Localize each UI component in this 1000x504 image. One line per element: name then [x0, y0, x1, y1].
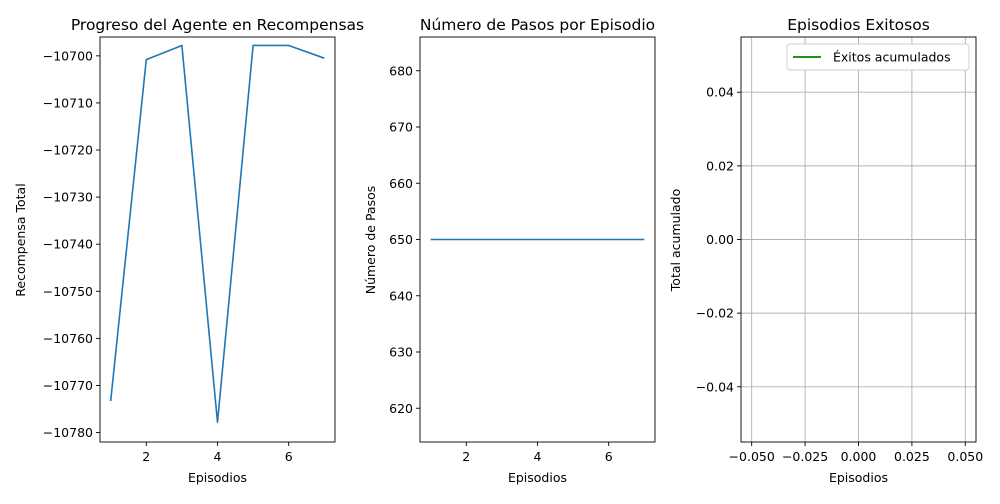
y-tick-label: 0.02: [706, 158, 734, 173]
x-tick-label: 6: [605, 449, 613, 464]
panel-successes-ylabel: Total acumulado: [668, 189, 683, 292]
y-tick-label: 670: [389, 120, 413, 135]
y-tick-label: 640: [389, 288, 413, 303]
y-tick-label: −10740: [43, 237, 93, 252]
legend: Éxitos acumulados: [786, 43, 970, 71]
y-tick-label: −10710: [43, 95, 93, 110]
panel-rewards-ylabel: Recompensa Total: [13, 183, 28, 296]
y-tick-label: 620: [389, 401, 413, 416]
y-tick-label: −10780: [43, 425, 93, 440]
y-tick-label: −10760: [43, 331, 93, 346]
x-tick-label: 2: [142, 449, 150, 464]
y-tick-label: 630: [389, 345, 413, 360]
panel-steps-title: Número de Pasos por Episodio: [420, 16, 655, 34]
legend-label: Éxitos acumulados: [833, 50, 951, 65]
panel-rewards-xlabel: Episodios: [188, 470, 247, 485]
panel-rewards-marks: [109, 44, 325, 424]
x-tick-label: 4: [214, 449, 222, 464]
y-tick-label: −0.02: [696, 306, 734, 321]
panel-steps-yticks: 620 630 640 650 660 670 680: [389, 63, 420, 416]
x-tick-label: 0.000: [841, 449, 877, 464]
panel-successes: −0.050 −0.025 0.000 0.025 0.050 −0.04 −0.02 0.…: [668, 16, 983, 485]
x-tick-label: −0.050: [729, 449, 775, 464]
y-tick-label: 0.00: [706, 232, 734, 247]
y-tick-label: 680: [389, 63, 413, 78]
y-tick-label: 0.04: [706, 85, 734, 100]
y-tick-label: −10720: [43, 143, 93, 158]
panel-successes-xlabel: Episodios: [829, 470, 888, 485]
x-tick-label: 4: [534, 449, 542, 464]
panel-successes-yticks: −0.04 −0.02 0.00 0.02 0.04: [696, 85, 741, 394]
panel-successes-xticks: −0.050 −0.025 0.000 0.025 0.050: [729, 442, 983, 464]
x-tick-label: 0.025: [894, 449, 930, 464]
y-tick-label: 660: [389, 176, 413, 191]
panel-rewards-yticks: −10780 −10770 −10760 −10750 −10740 −10730 −107…: [43, 48, 100, 440]
panel-successes-grid: [741, 37, 976, 442]
panel-steps-ylabel: Número de Pasos: [363, 186, 378, 295]
y-tick-label: −10750: [43, 284, 93, 299]
x-tick-label: −0.025: [782, 449, 828, 464]
x-tick-label: 6: [285, 449, 293, 464]
panel-rewards: 2 4 6 −10780 −10770 −10760 −10750 −10740 −10730…: [13, 16, 364, 485]
y-tick-label: 650: [389, 232, 413, 247]
panel-successes-title: Episodios Exitosos: [787, 16, 930, 34]
legend-box: [786, 43, 970, 71]
panel-steps-xticks: 2 4 6: [462, 442, 613, 464]
series-line: [109, 44, 325, 424]
panel-steps-xlabel: Episodios: [508, 470, 567, 485]
y-tick-label: −10730: [43, 190, 93, 205]
y-tick-label: −10700: [43, 48, 93, 63]
x-tick-label: 0.050: [947, 449, 983, 464]
panel-rewards-xticks: 2 4 6: [142, 442, 293, 464]
x-tick-label: 2: [462, 449, 470, 464]
panel-rewards-title: Progreso del Agente en Recompensas: [71, 16, 364, 34]
y-tick-label: −10770: [43, 378, 93, 393]
y-tick-label: −0.04: [696, 379, 734, 394]
panel-steps: 2 4 6 620 630 640 650 660 670 680 Número de Paso…: [363, 16, 656, 485]
